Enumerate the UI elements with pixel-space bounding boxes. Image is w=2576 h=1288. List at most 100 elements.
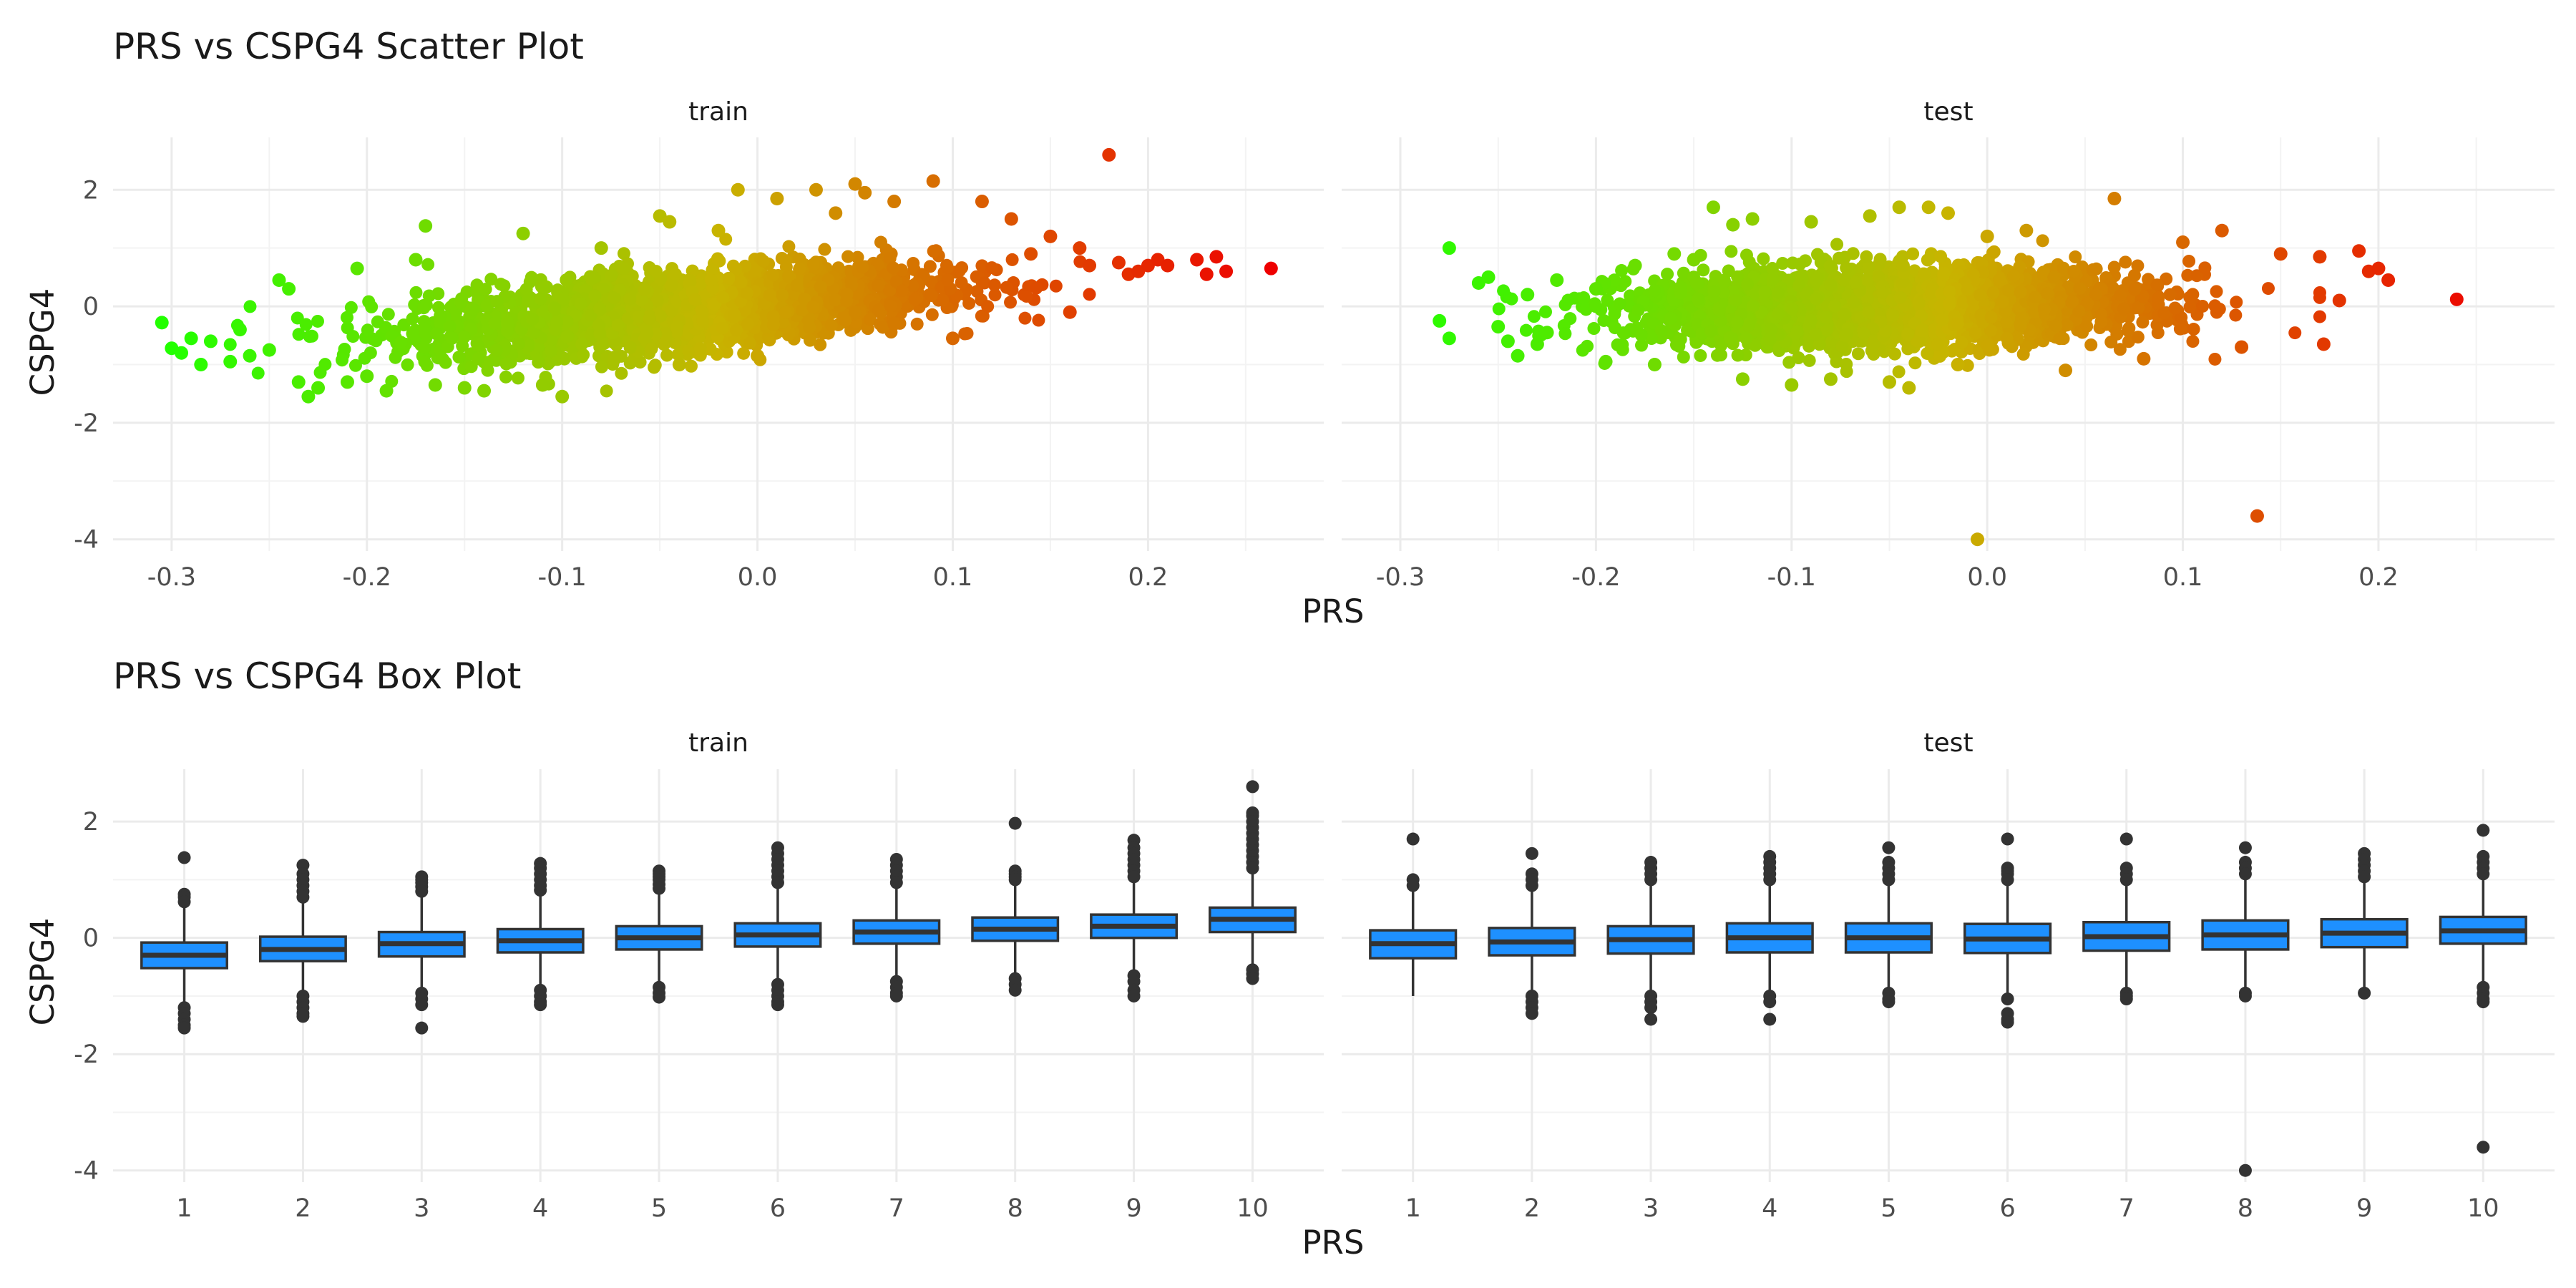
- scatter-point: [1049, 279, 1063, 293]
- scatter-point: [858, 185, 872, 200]
- scatter-point: [927, 245, 940, 258]
- scatter-point: [494, 278, 507, 291]
- scatter-point: [1888, 347, 1901, 361]
- scatter-point: [711, 252, 724, 265]
- scatter-point: [577, 348, 590, 361]
- scatter-point: [311, 314, 324, 328]
- scatter-point: [429, 327, 443, 341]
- scatter-point: [731, 182, 745, 197]
- scatter-point: [262, 343, 276, 357]
- scatter-point: [537, 282, 550, 296]
- scatter-point: [985, 261, 999, 275]
- scatter-point: [1000, 280, 1013, 294]
- scatter-point: [592, 318, 606, 332]
- scatter-point: [155, 316, 169, 330]
- scatter-point: [1851, 347, 1865, 361]
- scatter-point: [1589, 300, 1602, 313]
- scatter-point: [1024, 247, 1038, 261]
- scatter-point: [502, 317, 515, 331]
- scatter-point: [499, 357, 513, 371]
- scatter-point: [364, 346, 377, 360]
- scatter-point: [1860, 250, 1873, 263]
- scatter-point: [722, 271, 736, 285]
- scatter-point: [379, 384, 394, 398]
- scatter-point: [976, 309, 990, 323]
- scatter-point: [925, 308, 939, 321]
- scatter-point: [704, 273, 718, 287]
- scatter-point: [2073, 282, 2087, 296]
- scatter-point: [418, 341, 431, 354]
- scatter-point: [361, 323, 374, 337]
- scatter-point: [452, 351, 466, 364]
- scatter-point: [1931, 338, 1944, 351]
- scatter-point: [1619, 275, 1632, 288]
- scatter-point: [664, 279, 678, 293]
- scatter-point: [924, 288, 938, 302]
- scatter-point: [952, 264, 966, 278]
- scatter-point: [829, 293, 842, 307]
- scatter-point: [611, 318, 625, 332]
- scatter-point: [419, 219, 433, 233]
- scatter-point: [876, 321, 889, 334]
- scatter-point: [763, 288, 776, 302]
- scatter-point: [2089, 262, 2103, 275]
- scatter-point: [719, 233, 733, 246]
- scatter-point: [1199, 267, 1214, 281]
- scatter-point: [693, 342, 707, 356]
- scatter-point: [1083, 258, 1097, 273]
- scatter-point: [1527, 310, 1541, 323]
- scatter-point: [371, 315, 384, 328]
- scatter-point: [741, 317, 754, 331]
- scatter-point: [233, 323, 247, 337]
- scatter-point: [525, 270, 538, 284]
- scatter-point: [645, 342, 658, 356]
- scatter-point: [1611, 338, 1624, 351]
- scatter-point: [561, 330, 575, 343]
- scatter-point: [716, 291, 730, 304]
- scatter-point: [479, 283, 492, 296]
- scatter-point: [2084, 338, 2098, 351]
- scatter-point: [490, 295, 504, 308]
- scatter-point: [711, 223, 726, 238]
- scatter-point: [464, 301, 478, 315]
- scatter-point: [737, 346, 751, 360]
- scatter-point: [605, 268, 618, 282]
- scatter-point: [727, 311, 741, 324]
- scatter-point: [419, 328, 433, 341]
- scatter-point: [428, 378, 442, 392]
- scatter-point: [574, 297, 587, 311]
- scatter-point: [2208, 352, 2222, 366]
- scatter-point: [243, 300, 257, 313]
- scatter-point: [2229, 308, 2243, 322]
- scatter-point: [864, 313, 877, 326]
- scatter-point: [779, 306, 792, 319]
- scatter-point: [608, 351, 621, 364]
- scatter-point: [887, 261, 900, 275]
- scatter-point: [409, 286, 423, 299]
- scatter-point: [981, 300, 995, 313]
- scatter-point: [544, 344, 557, 358]
- scatter-point: [782, 240, 796, 253]
- scatter-point: [851, 250, 864, 264]
- scatter-gridlines: [113, 137, 2555, 551]
- scatter-point: [401, 358, 414, 371]
- scatter-point: [776, 288, 789, 302]
- scatter-point: [1694, 348, 1707, 362]
- scatter-point: [790, 278, 804, 292]
- scatter-point: [1865, 344, 1878, 358]
- scatter-point: [488, 316, 502, 330]
- scatter-point: [1577, 291, 1591, 305]
- scatter-point: [1908, 356, 1922, 370]
- scatter-point: [593, 302, 607, 316]
- scatter-point: [615, 366, 628, 380]
- scatter-point: [223, 338, 237, 351]
- scatter-point: [814, 338, 827, 351]
- scatter-point: [291, 375, 306, 389]
- scatter-point: [203, 334, 218, 348]
- scatter-point: [884, 299, 897, 313]
- scatter-point: [703, 343, 717, 356]
- scatter-point: [2119, 255, 2132, 269]
- scatter-point: [454, 296, 468, 309]
- scatter-point: [1981, 338, 1994, 352]
